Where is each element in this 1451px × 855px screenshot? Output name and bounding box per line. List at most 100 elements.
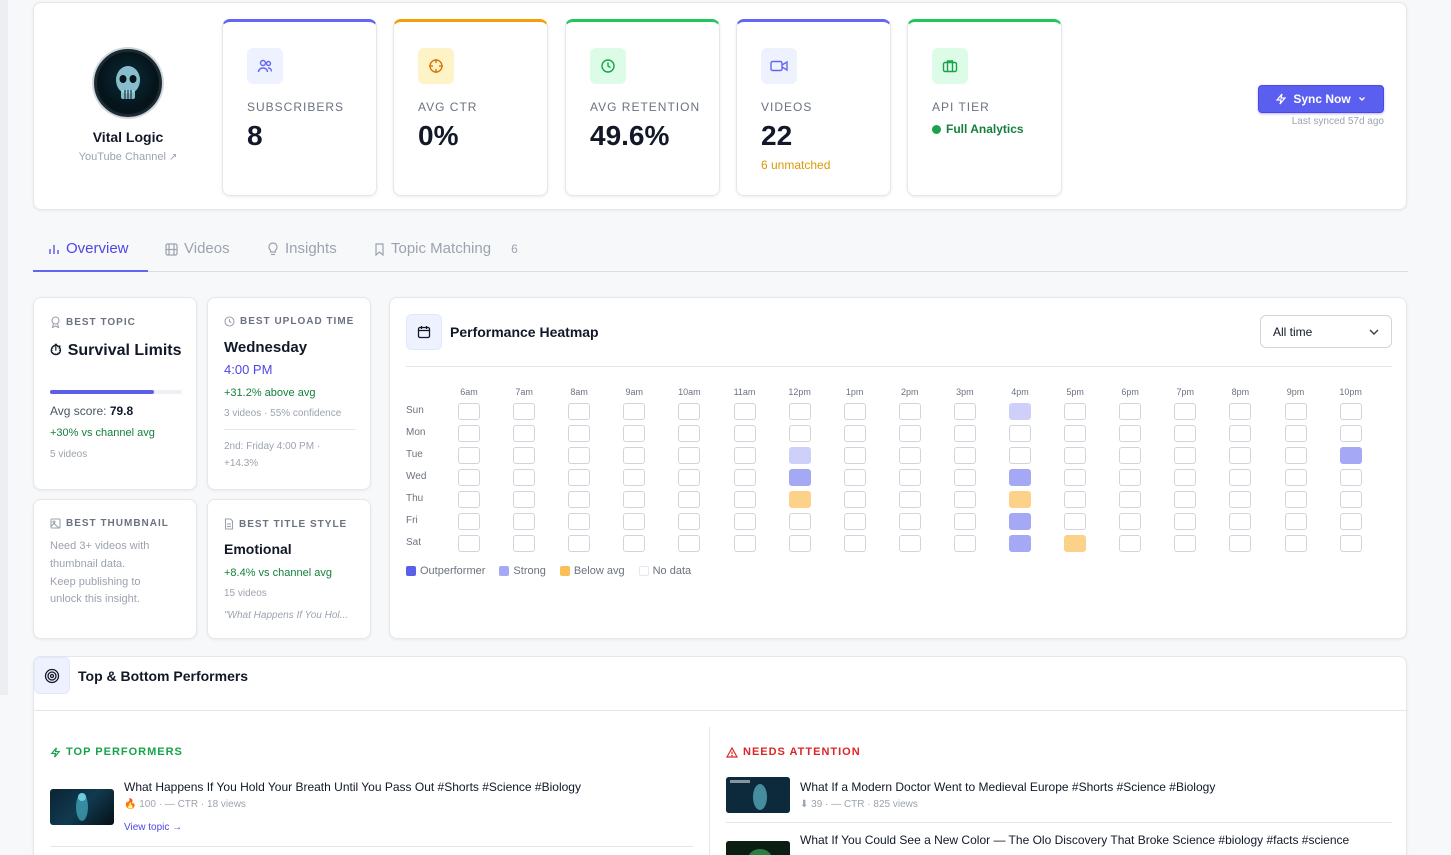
heatmap-cell[interactable]	[733, 425, 756, 442]
heatmap-cell[interactable]	[1009, 447, 1031, 464]
heatmap-cell[interactable]	[733, 447, 756, 464]
best-thumbnail-card[interactable]: BEST THUMBNAIL Need 3+ videos with thumb…	[33, 499, 197, 639]
heatmap-cell[interactable]	[1229, 447, 1252, 464]
heatmap-cell[interactable]	[1284, 403, 1307, 420]
heatmap-cell[interactable]	[678, 513, 701, 530]
heatmap-cell[interactable]	[1119, 403, 1142, 420]
heatmap-cell[interactable]	[898, 469, 921, 486]
heatmap-cell[interactable]	[568, 403, 591, 420]
heatmap-cell[interactable]	[623, 403, 646, 420]
heatmap-cell[interactable]	[1229, 491, 1252, 508]
heatmap-cell[interactable]	[1064, 469, 1087, 486]
heatmap-cell[interactable]	[1174, 535, 1197, 552]
heatmap-cell[interactable]	[1174, 403, 1197, 420]
sync-now-button[interactable]: Sync Now	[1258, 85, 1384, 113]
heatmap-cell[interactable]	[843, 491, 866, 508]
view-topic-link[interactable]: View topic →	[124, 822, 183, 833]
heatmap-cell[interactable]	[1339, 513, 1362, 530]
heatmap-cell[interactable]	[1174, 513, 1197, 530]
heatmap-cell[interactable]	[678, 535, 701, 552]
heatmap-cell[interactable]	[733, 403, 756, 420]
heatmap-cell[interactable]	[513, 491, 536, 508]
heatmap-cell[interactable]	[1229, 425, 1252, 442]
bottom-video-title[interactable]: What If You Could See a New Color — The …	[800, 833, 1350, 847]
external-link-icon[interactable]: ↗	[168, 152, 178, 163]
heatmap-cell[interactable]	[1229, 513, 1252, 530]
heatmap-cell[interactable]	[1339, 491, 1362, 508]
heatmap-cell[interactable]	[568, 491, 591, 508]
heatmap-cell[interactable]	[1174, 425, 1197, 442]
heatmap-cell[interactable]	[568, 425, 591, 442]
heatmap-cell[interactable]	[458, 491, 480, 508]
heatmap-cell[interactable]	[1119, 535, 1142, 552]
heatmap-cell[interactable]	[513, 535, 536, 552]
heatmap-cell[interactable]	[458, 403, 480, 420]
heatmap-cell[interactable]	[733, 513, 756, 530]
heatmap-cell[interactable]	[1009, 425, 1031, 442]
heatmap-cell[interactable]	[1284, 513, 1307, 530]
heatmap-cell[interactable]	[1339, 425, 1362, 442]
heatmap-cell[interactable]	[733, 469, 756, 486]
heatmap-cell[interactable]	[458, 425, 480, 442]
heatmap-cell[interactable]	[513, 425, 536, 442]
heatmap-cell[interactable]	[953, 469, 976, 486]
heatmap-cell[interactable]	[1009, 535, 1031, 552]
video-thumbnail[interactable]	[726, 777, 790, 813]
heatmap-cell[interactable]	[898, 425, 921, 442]
tab-overview[interactable]: Overview	[33, 240, 148, 272]
heatmap-cell[interactable]	[678, 425, 701, 442]
tab-videos[interactable]: Videos	[165, 240, 230, 272]
heatmap-cell[interactable]	[623, 447, 646, 464]
heatmap-cell[interactable]	[733, 491, 756, 508]
heatmap-cell[interactable]	[568, 447, 591, 464]
heatmap-cell[interactable]	[458, 469, 480, 486]
heatmap-cell[interactable]	[1339, 447, 1362, 464]
heatmap-cell[interactable]	[1284, 469, 1307, 486]
unmatched-count[interactable]: 6 unmatched	[761, 158, 831, 172]
heatmap-cell[interactable]	[843, 469, 866, 486]
heatmap-cell[interactable]	[953, 491, 976, 508]
heatmap-cell[interactable]	[898, 491, 921, 508]
time-range-select[interactable]: All time	[1260, 315, 1392, 348]
heatmap-cell[interactable]	[788, 513, 811, 530]
heatmap-cell[interactable]	[1119, 425, 1142, 442]
heatmap-cell[interactable]	[843, 403, 866, 420]
heatmap-cell[interactable]	[623, 535, 646, 552]
heatmap-cell[interactable]	[1064, 447, 1087, 464]
heatmap-cell[interactable]	[513, 513, 536, 530]
heatmap-cell[interactable]	[898, 403, 921, 420]
heatmap-cell[interactable]	[843, 513, 866, 530]
heatmap-cell[interactable]	[623, 469, 646, 486]
heatmap-cell[interactable]	[1284, 491, 1307, 508]
heatmap-cell[interactable]	[1009, 513, 1031, 530]
top-video-title[interactable]: What Happens If You Hold Your Breath Unt…	[124, 780, 581, 794]
heatmap-cell[interactable]	[898, 535, 921, 552]
heatmap-cell[interactable]	[788, 535, 811, 552]
heatmap-cell[interactable]	[513, 403, 536, 420]
best-title-style-card[interactable]: BEST TITLE STYLE Emotional +8.4% vs chan…	[207, 499, 371, 639]
heatmap-cell[interactable]	[788, 425, 811, 442]
heatmap-cell[interactable]	[458, 535, 480, 552]
heatmap-cell[interactable]	[623, 513, 646, 530]
tab-insights[interactable]: Insights	[267, 240, 337, 272]
heatmap-cell[interactable]	[898, 447, 921, 464]
heatmap-cell[interactable]	[513, 447, 536, 464]
heatmap-cell[interactable]	[1339, 535, 1362, 552]
bottom-video-title[interactable]: What If a Modern Doctor Went to Medieval…	[800, 780, 1216, 794]
heatmap-cell[interactable]	[1119, 513, 1142, 530]
tab-topic-matching[interactable]: Topic Matching 6	[374, 240, 518, 272]
heatmap-cell[interactable]	[678, 491, 701, 508]
heatmap-cell[interactable]	[733, 535, 756, 552]
heatmap-cell[interactable]	[678, 403, 701, 420]
heatmap-cell[interactable]	[1119, 447, 1142, 464]
heatmap-cell[interactable]	[898, 513, 921, 530]
best-topic-card[interactable]: BEST TOPIC ⏱ Survival Limits Avg score: 7…	[33, 297, 197, 490]
heatmap-cell[interactable]	[458, 447, 480, 464]
heatmap-cell[interactable]	[1064, 491, 1087, 508]
heatmap-cell[interactable]	[458, 513, 480, 530]
heatmap-cell[interactable]	[1064, 535, 1087, 552]
heatmap-cell[interactable]	[953, 513, 976, 530]
heatmap-cell[interactable]	[1229, 403, 1252, 420]
heatmap-cell[interactable]	[1339, 403, 1362, 420]
heatmap-cell[interactable]	[623, 425, 646, 442]
